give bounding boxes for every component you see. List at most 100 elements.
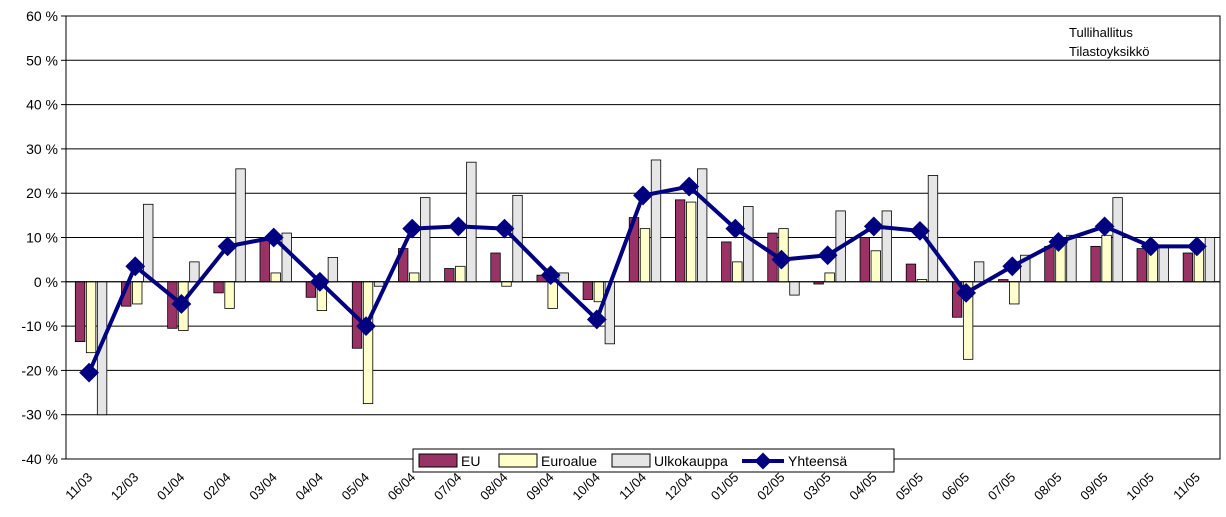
bar-euroalue-05-04 <box>362 281 374 405</box>
bar-eu-02-04 <box>213 281 224 294</box>
point-yhteensä-07-04 <box>448 216 469 237</box>
bar-ulkokauppa-03-04 <box>281 232 292 283</box>
point-yhteensä-11-05 <box>1187 236 1207 257</box>
bar-euroalue-09-04 <box>547 281 558 309</box>
legend-marker-yhteensa <box>754 452 772 470</box>
x-tick-label: 06/04 <box>385 470 419 504</box>
bar-ulkokauppa-11-05 <box>1204 237 1216 283</box>
y-tick-label: 30 % <box>26 141 58 157</box>
x-axis-ticks: 11/03 12/03 01/04 02/04 03/04 04/04 05/04 06/04… <box>62 470 1203 504</box>
x-tick-label: 09/05 <box>1077 470 1111 504</box>
x-tick-label: 11/03 <box>62 470 95 503</box>
y-tick-label: 10 % <box>26 230 58 246</box>
bar-eu-09-05 <box>1090 245 1101 283</box>
y-tick-label: 60 % <box>26 8 58 24</box>
x-tick-label: 08/04 <box>477 470 511 504</box>
point-yhteensä-02-04 <box>217 236 238 257</box>
bar-eu-05-05 <box>905 263 917 283</box>
bar-ulkokauppa-11-04 <box>650 159 662 283</box>
point-yhteensä-06-05 <box>956 282 977 303</box>
point-yhteensä-06-04 <box>402 218 423 239</box>
x-tick-label: 09/04 <box>523 470 557 504</box>
y-tick-label: 20 % <box>26 185 58 201</box>
x-tick-label: 12/03 <box>108 470 142 504</box>
y-tick-label: -30 % <box>21 407 58 423</box>
x-tick-label: 02/04 <box>200 470 234 504</box>
bar-euroalue-02-04 <box>224 281 235 309</box>
bar-euroalue-11-04 <box>639 228 651 283</box>
y-tick-label: -40 % <box>21 451 58 467</box>
x-tick-label: 12/04 <box>662 470 696 504</box>
bar-ulkokauppa-08-05 <box>1066 234 1077 283</box>
y-tick-label: 0 % <box>34 274 58 290</box>
legend-swatch-euroalue <box>498 453 538 468</box>
bar-euroalue-12-03 <box>132 281 143 305</box>
point-yhteensä-03-04 <box>263 227 284 248</box>
bar-ulkokauppa-05-04 <box>373 281 385 287</box>
x-tick-label: 11/04 <box>616 470 649 503</box>
bar-euroalue-06-04 <box>409 272 420 283</box>
bar-ulkokauppa-05-05 <box>927 175 939 283</box>
y-tick-label: -10 % <box>21 318 58 334</box>
y-tick-label: 50 % <box>26 52 58 68</box>
point-yhteensä-08-05 <box>1048 232 1069 252</box>
bar-euroalue-03-04 <box>270 272 281 283</box>
legend: EU Euroalue Ulkokauppa Yhteensä <box>412 448 895 473</box>
x-tick-label: 01/05 <box>708 470 742 504</box>
bar-euroalue-12-04 <box>686 201 697 283</box>
bar-euroalue-04-05 <box>870 250 881 283</box>
bar-eu-08-05 <box>1044 245 1055 283</box>
bar-eu-04-05 <box>859 237 870 283</box>
bar-eu-03-04 <box>259 237 270 283</box>
bar-eu-10-04 <box>582 281 593 300</box>
bar-ulkokauppa-06-04 <box>420 197 431 283</box>
bar-ulkokauppa-02-05 <box>789 281 800 296</box>
x-tick-label: 02/05 <box>754 470 788 504</box>
x-tick-label: 05/04 <box>339 470 373 504</box>
point-yhteensä-10-05 <box>1140 236 1161 257</box>
point-yhteensä-01-04 <box>171 294 192 314</box>
y-axis-ticks: -40 % -30 % -20 % -10 % 0 % 10 % 20 % 30 % 40 % 5… <box>21 8 66 467</box>
bar-ulkokauppa-06-05 <box>973 261 985 283</box>
grid-lines <box>66 15 1220 460</box>
x-tick-label: 11/05 <box>1170 470 1203 503</box>
bar-eu-01-05 <box>721 241 732 283</box>
point-yhteensä-05-04 <box>356 316 376 336</box>
bar-ulkokauppa-12-03 <box>143 203 154 283</box>
bar-euroalue-09-05 <box>1101 234 1112 283</box>
x-tick-label: 10/04 <box>569 470 603 504</box>
point-yhteensä-08-04 <box>494 218 515 239</box>
bar-euroalue-03-05 <box>824 272 835 283</box>
point-yhteensä-09-05 <box>1094 216 1115 237</box>
bar-ulkokauppa-01-05 <box>743 206 754 283</box>
x-tick-label: 04/04 <box>292 470 326 504</box>
bar-euroalue-08-04 <box>501 281 512 287</box>
y-tick-label: -20 % <box>21 362 58 378</box>
x-tick-label: 01/04 <box>154 470 188 504</box>
bar-euroalue-11-03 <box>85 281 97 354</box>
bar-euroalue-10-04 <box>593 281 604 303</box>
bar-ulkokauppa-01-04 <box>189 261 200 283</box>
x-tick-label: 10/05 <box>1123 470 1157 504</box>
source-annotation: Tullihallitus Tilastoyksikkö <box>1069 25 1149 59</box>
point-yhteensä-12-03 <box>125 256 146 277</box>
x-tick-label: 06/05 <box>939 470 973 504</box>
bar-ulkokauppa-09-04 <box>558 272 569 283</box>
bar-ulkokauppa-02-04 <box>235 168 246 283</box>
bar-ulkokauppa-04-04 <box>327 257 339 283</box>
bar-ulkokauppa-10-05 <box>1158 245 1169 283</box>
bar-ulkokauppa-09-05 <box>1112 197 1123 283</box>
point-yhteensä-11-03 <box>79 362 99 383</box>
legend-label-ulkokauppa: Ulkokauppa <box>654 453 728 469</box>
point-yhteensä-04-04 <box>309 271 330 292</box>
bar-eu-11-05 <box>1182 252 1194 283</box>
point-yhteensä-10-04 <box>586 309 607 330</box>
bar-euroalue-07-04 <box>455 265 466 283</box>
bar-ulkokauppa-07-04 <box>466 161 477 283</box>
point-yhteensä-09-04 <box>540 265 561 286</box>
bar-eu-10-05 <box>1136 248 1147 283</box>
legend-swatch-eu <box>418 453 458 468</box>
bar-euroalue-01-05 <box>732 261 743 283</box>
bar-ulkokauppa-04-05 <box>881 210 892 283</box>
